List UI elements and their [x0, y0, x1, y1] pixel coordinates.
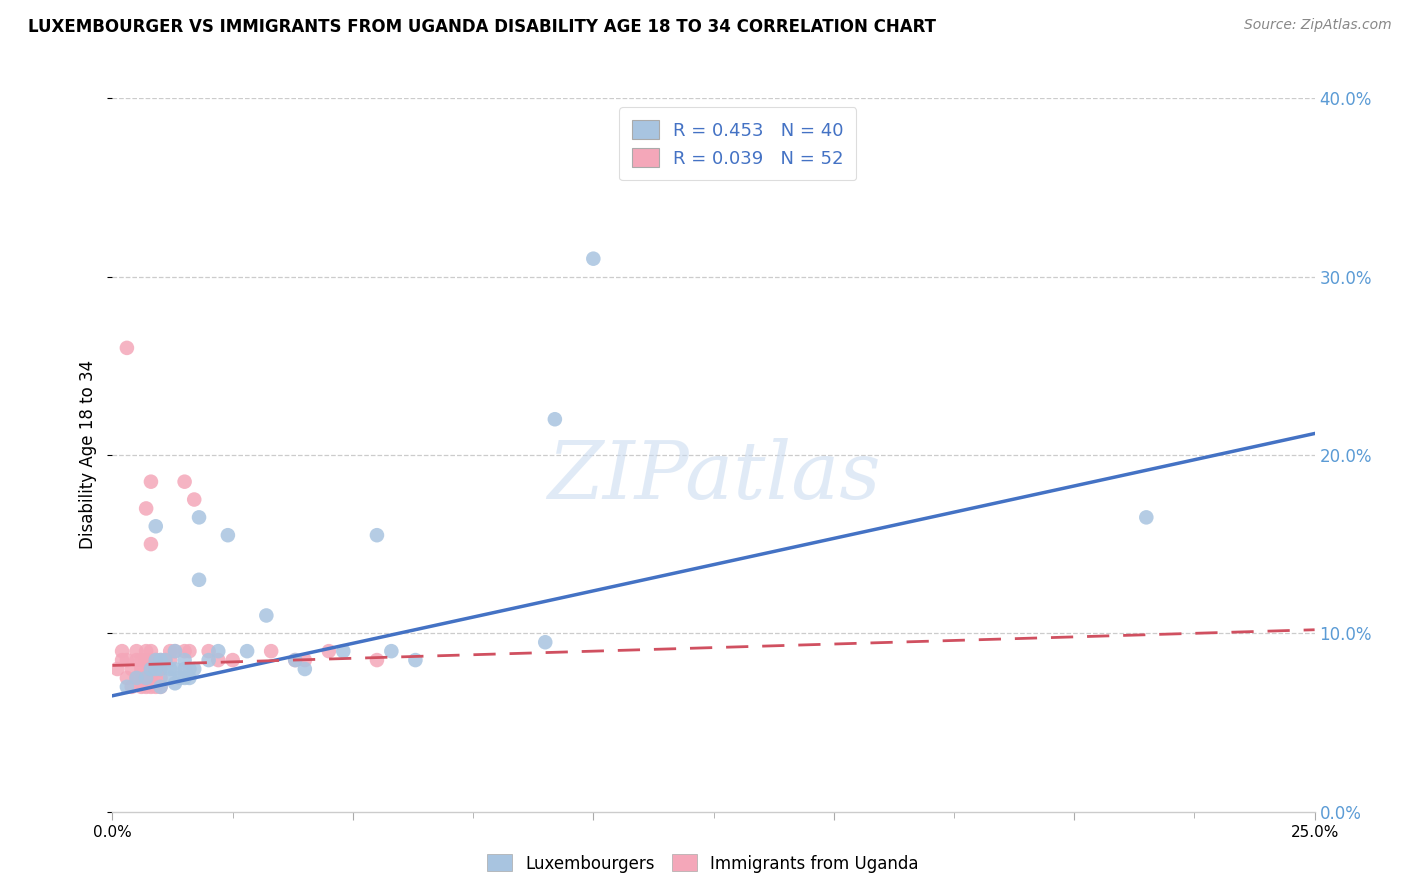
- Point: [155, 653, 177, 667]
- Point: [145, 653, 167, 667]
- Point: [163, 644, 186, 658]
- Point: [366, 528, 388, 542]
- Point: [131, 662, 153, 676]
- Point: [125, 653, 148, 667]
- Point: [163, 676, 186, 690]
- Point: [139, 662, 162, 676]
- Point: [145, 662, 167, 676]
- Point: [111, 644, 134, 658]
- Point: [197, 653, 219, 667]
- Point: [149, 662, 172, 676]
- Point: [582, 252, 605, 266]
- Y-axis label: Disability Age 18 to 34: Disability Age 18 to 34: [79, 360, 97, 549]
- Point: [159, 644, 181, 658]
- Point: [173, 671, 195, 685]
- Point: [169, 671, 191, 685]
- Point: [380, 644, 402, 658]
- Point: [115, 341, 138, 355]
- Text: ZIPatlas: ZIPatlas: [547, 438, 880, 515]
- Point: [115, 671, 138, 685]
- Point: [179, 644, 201, 658]
- Text: LUXEMBOURGER VS IMMIGRANTS FROM UGANDA DISABILITY AGE 18 TO 34 CORRELATION CHART: LUXEMBOURGER VS IMMIGRANTS FROM UGANDA D…: [28, 18, 936, 36]
- Point: [188, 573, 211, 587]
- Point: [135, 671, 157, 685]
- Point: [139, 653, 162, 667]
- Point: [135, 501, 157, 516]
- Point: [173, 662, 195, 676]
- Point: [236, 644, 259, 658]
- Point: [149, 662, 172, 676]
- Point: [149, 680, 172, 694]
- Point: [179, 671, 201, 685]
- Point: [125, 671, 148, 685]
- Point: [207, 644, 229, 658]
- Text: Source: ZipAtlas.com: Source: ZipAtlas.com: [1244, 18, 1392, 32]
- Point: [135, 662, 157, 676]
- Point: [145, 671, 167, 685]
- Point: [366, 653, 388, 667]
- Point: [121, 662, 143, 676]
- Point: [260, 644, 283, 658]
- Point: [254, 608, 277, 623]
- Point: [534, 635, 557, 649]
- Point: [294, 653, 316, 667]
- Point: [318, 644, 340, 658]
- Point: [222, 653, 245, 667]
- Point: [135, 644, 157, 658]
- Point: [404, 653, 426, 667]
- Point: [544, 412, 567, 426]
- Point: [159, 662, 181, 676]
- Point: [173, 475, 195, 489]
- Point: [197, 644, 219, 658]
- Point: [115, 653, 138, 667]
- Point: [145, 662, 167, 676]
- Point: [145, 680, 167, 694]
- Point: [139, 662, 162, 676]
- Point: [155, 653, 177, 667]
- Point: [173, 653, 195, 667]
- Point: [284, 653, 307, 667]
- Legend: R = 0.453   N = 40, R = 0.039   N = 52: R = 0.453 N = 40, R = 0.039 N = 52: [619, 107, 856, 180]
- Point: [173, 644, 195, 658]
- Point: [115, 680, 138, 694]
- Point: [111, 653, 134, 667]
- Point: [149, 680, 172, 694]
- Point: [159, 671, 181, 685]
- Point: [179, 662, 201, 676]
- Point: [149, 653, 172, 667]
- Point: [188, 510, 211, 524]
- Point: [207, 653, 229, 667]
- Point: [139, 644, 162, 658]
- Point: [131, 671, 153, 685]
- Point: [294, 662, 316, 676]
- Point: [135, 671, 157, 685]
- Point: [163, 662, 186, 676]
- Point: [131, 680, 153, 694]
- Point: [145, 653, 167, 667]
- Point: [183, 662, 205, 676]
- Point: [159, 653, 181, 667]
- Point: [135, 653, 157, 667]
- Point: [149, 671, 172, 685]
- Point: [135, 680, 157, 694]
- Point: [139, 475, 162, 489]
- Point: [125, 644, 148, 658]
- Point: [121, 680, 143, 694]
- Point: [217, 528, 239, 542]
- Point: [139, 671, 162, 685]
- Point: [284, 653, 307, 667]
- Legend: Luxembourgers, Immigrants from Uganda: Luxembourgers, Immigrants from Uganda: [481, 847, 925, 880]
- Point: [1135, 510, 1157, 524]
- Point: [163, 644, 186, 658]
- Point: [125, 671, 148, 685]
- Point: [145, 519, 167, 533]
- Point: [149, 653, 172, 667]
- Point: [183, 492, 205, 507]
- Point: [139, 537, 162, 551]
- Point: [139, 680, 162, 694]
- Point: [105, 662, 128, 676]
- Point: [131, 653, 153, 667]
- Point: [332, 644, 354, 658]
